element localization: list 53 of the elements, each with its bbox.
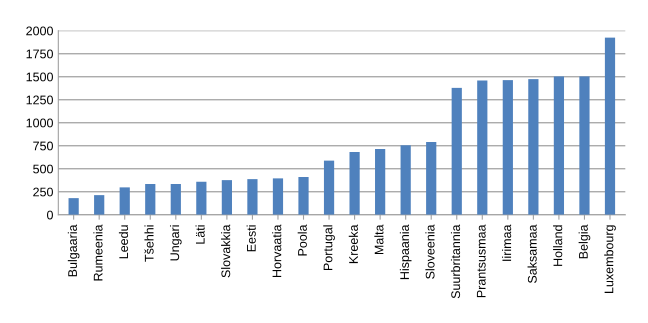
x-tick-label: Horvaatia bbox=[272, 224, 282, 277]
bar bbox=[324, 160, 334, 215]
bar bbox=[298, 177, 309, 215]
x-tick-label: Suurbritannia bbox=[450, 224, 460, 298]
x-tick-label: Portugal bbox=[323, 225, 335, 270]
bar bbox=[170, 184, 181, 215]
bar bbox=[452, 88, 462, 215]
y-tick-label: 1000 bbox=[26, 118, 53, 128]
x-tick-label: Holland bbox=[553, 225, 562, 266]
bar bbox=[145, 184, 156, 215]
bar bbox=[554, 76, 564, 215]
bar bbox=[579, 76, 590, 215]
bar bbox=[400, 145, 411, 215]
y-tick-label: 0 bbox=[46, 210, 53, 220]
x-tick-label: Sloveenia bbox=[425, 224, 435, 279]
x-tick-label: Kreeka bbox=[348, 224, 358, 264]
x-tick-label: Luxembourg bbox=[604, 225, 616, 293]
bar bbox=[375, 148, 386, 215]
x-tick-label: Bulgaaria bbox=[68, 224, 80, 276]
bar bbox=[94, 195, 104, 215]
bar bbox=[120, 187, 130, 215]
x-tick-label: Eesti bbox=[246, 225, 256, 252]
bar bbox=[604, 38, 616, 215]
bar bbox=[349, 152, 360, 215]
bar bbox=[68, 198, 79, 215]
bar bbox=[196, 182, 206, 215]
bar bbox=[426, 142, 436, 215]
bar bbox=[528, 79, 538, 215]
x-tick-label: Ungari bbox=[170, 225, 182, 260]
y-tick-label: 2000 bbox=[26, 26, 53, 36]
x-tick-label: Leedu bbox=[118, 225, 128, 258]
x-tick-label: Prantsusmaa bbox=[476, 224, 486, 298]
bar bbox=[272, 178, 284, 215]
y-tick-label: 1500 bbox=[26, 72, 53, 82]
x-tick-label: Saksamaa bbox=[528, 224, 537, 284]
bar bbox=[222, 180, 232, 215]
y-tick-label: 1250 bbox=[26, 96, 53, 104]
y-tick-label: 1750 bbox=[26, 50, 53, 58]
bar bbox=[477, 80, 488, 215]
x-tick-label: Belgia bbox=[578, 224, 590, 258]
bar bbox=[502, 80, 513, 215]
x-tick-label: Hispaania bbox=[400, 224, 412, 280]
x-tick-label: Slovakkia bbox=[221, 224, 230, 278]
x-tick-label: Rumeenia bbox=[93, 224, 103, 280]
x-tick-label: Iirimaa bbox=[502, 224, 512, 261]
x-tick-label: Tšehhi bbox=[144, 225, 154, 262]
y-tick-label: 500 bbox=[33, 164, 53, 174]
y-tick-label: 250 bbox=[33, 188, 53, 196]
x-tick-label: Poola bbox=[298, 224, 307, 256]
x-tick-label: Malta bbox=[374, 224, 384, 254]
bar bbox=[247, 179, 258, 215]
y-tick-label: 750 bbox=[33, 142, 53, 150]
x-tick-label: Läti bbox=[196, 225, 205, 244]
